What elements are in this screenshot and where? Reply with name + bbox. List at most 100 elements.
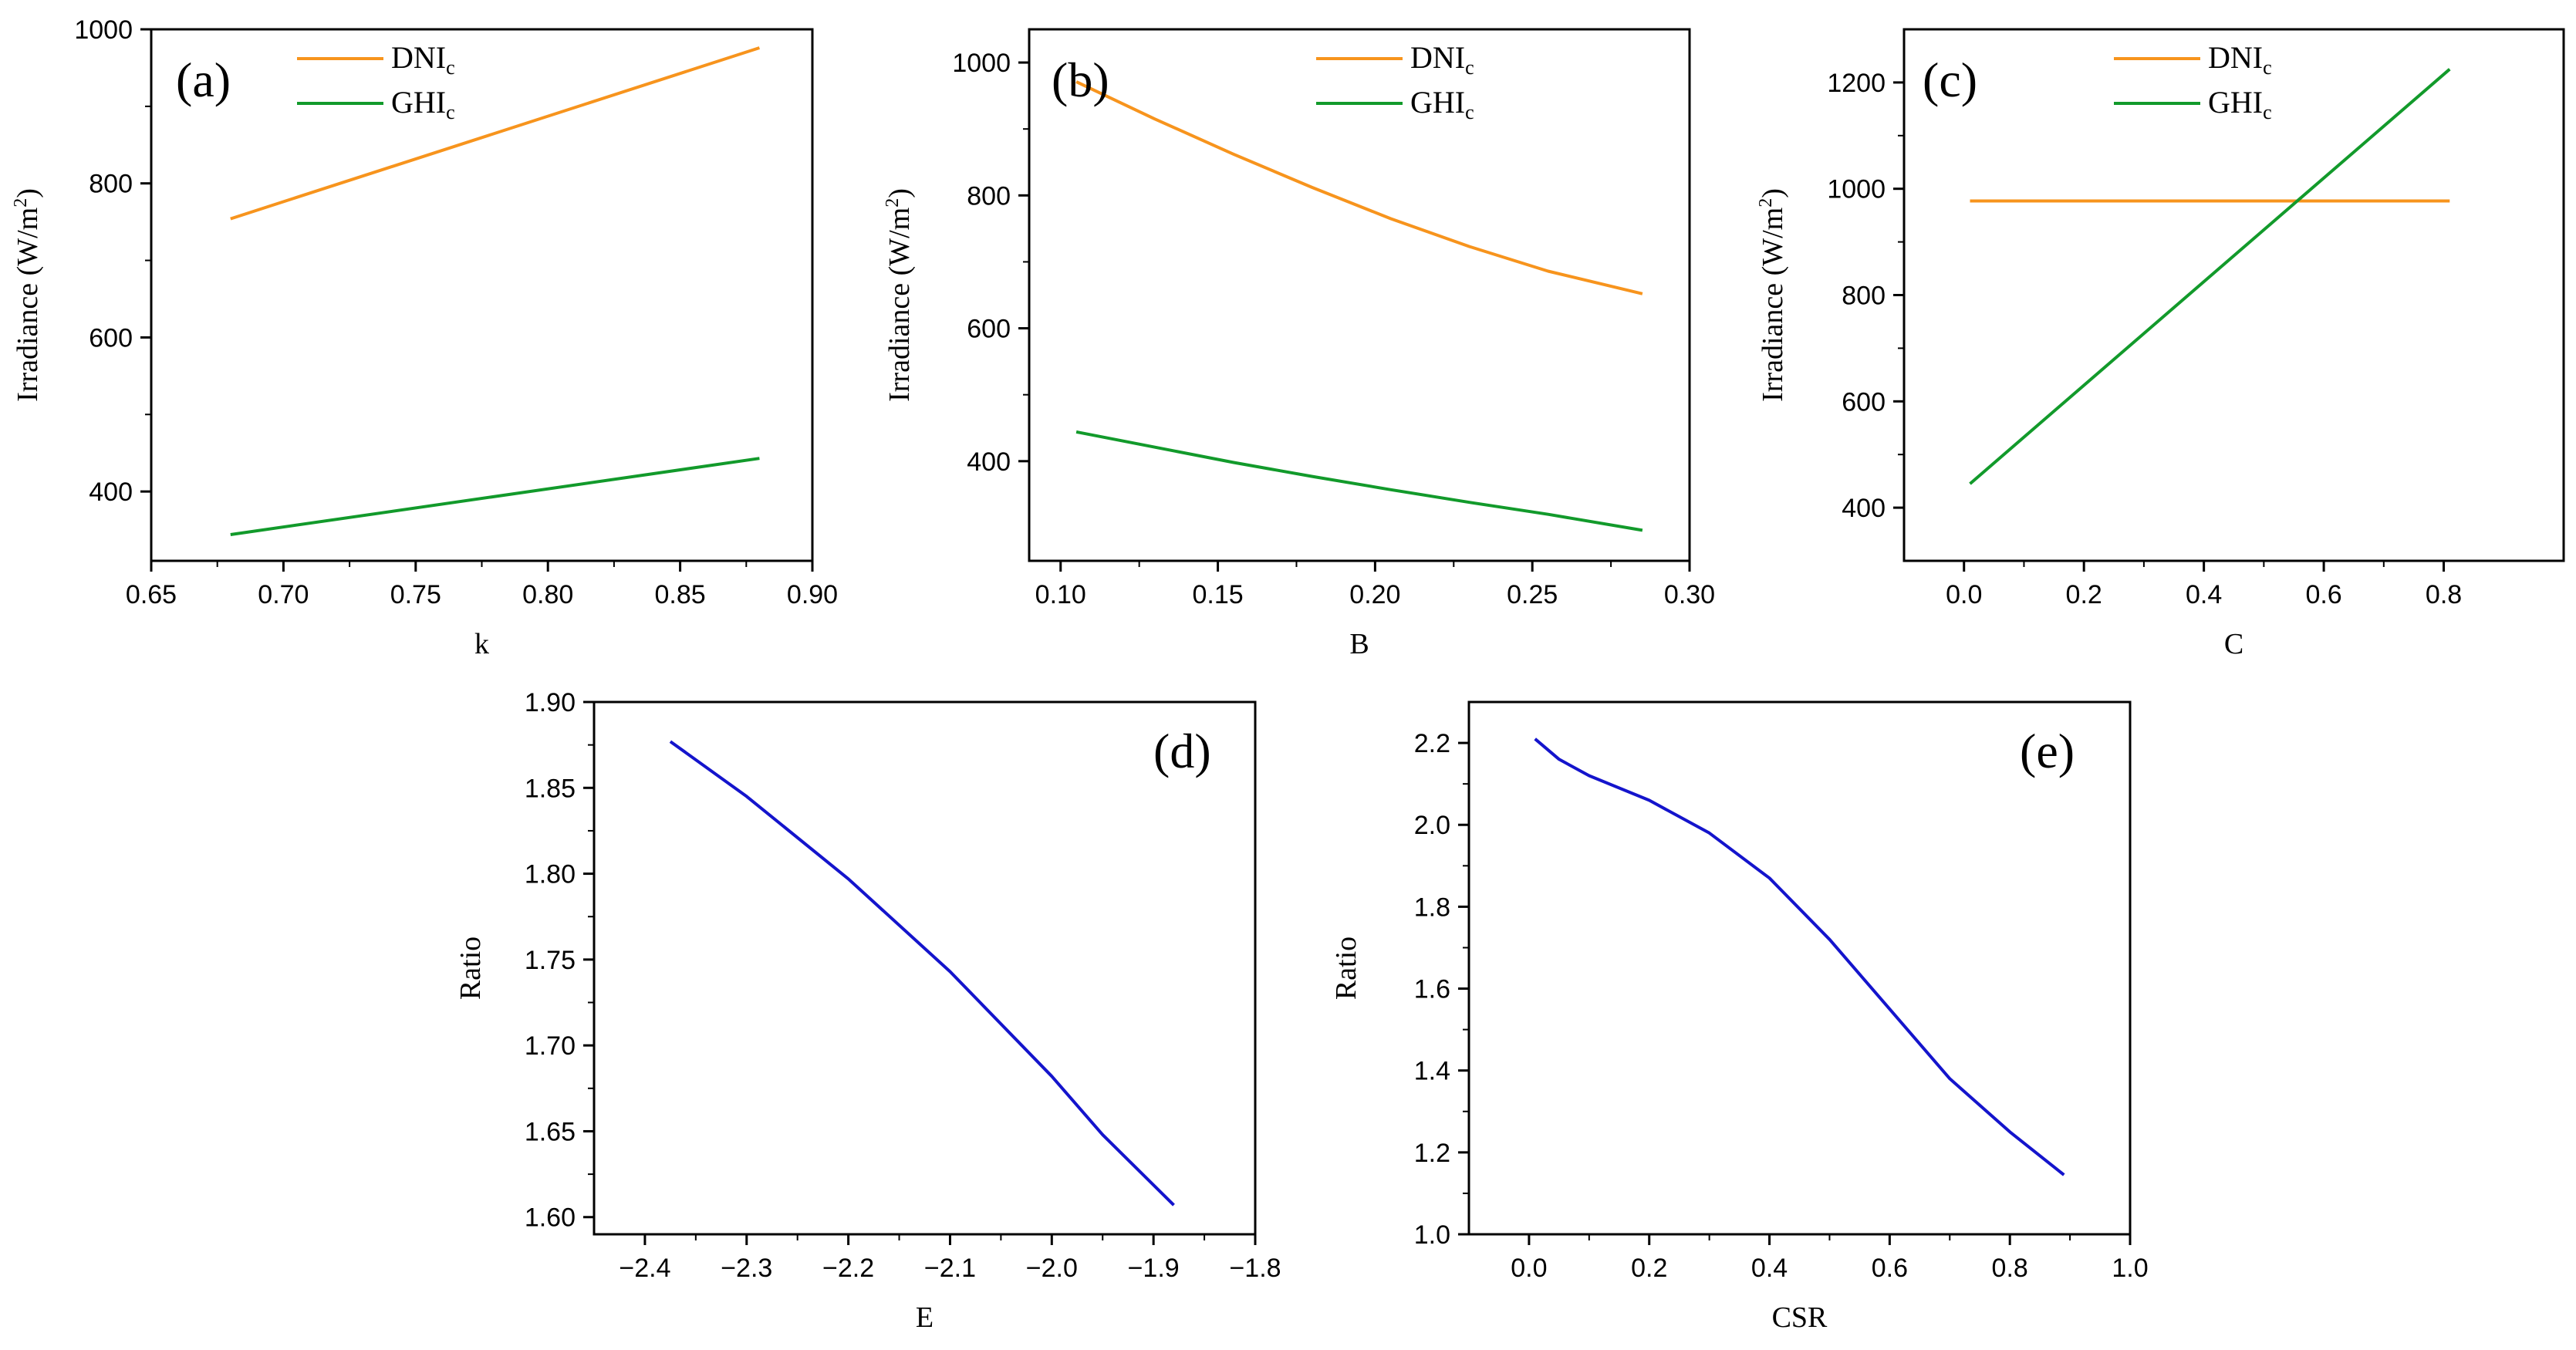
y-axis-label-text: Irradiance (W/m <box>1757 208 1789 402</box>
x-tick-label: 1.0 <box>2112 1254 2148 1283</box>
y-tick-label: 1.75 <box>525 946 576 975</box>
panel-label: (e) <box>2020 724 2075 778</box>
series-line-ratio <box>1534 737 2065 1176</box>
y-tick-label: 2.2 <box>1414 729 1450 758</box>
y-axis-label-sup: 2 <box>1756 198 1776 208</box>
y-tick-label: 800 <box>1842 282 1886 311</box>
y-tick-label: 1000 <box>1827 175 1886 204</box>
y-tick-label: 400 <box>967 447 1011 477</box>
y-tick-label: 2.0 <box>1414 811 1450 840</box>
x-axis-label: CSR <box>1772 1301 1828 1334</box>
x-tick-label: 0.4 <box>2186 580 2222 609</box>
y-axis-label-text: Irradiance (W/m <box>883 208 916 402</box>
x-tick-label: −2.4 <box>619 1254 670 1283</box>
x-tick-label: 0.4 <box>1751 1254 1788 1283</box>
y-tick-label: 1.70 <box>525 1031 576 1061</box>
y-tick-label: 800 <box>967 181 1011 211</box>
y-tick-label: 1.6 <box>1414 975 1450 1004</box>
panel-label: (d) <box>1153 724 1211 778</box>
x-axis-label: E <box>916 1301 934 1334</box>
x-tick-label: 0.0 <box>1511 1254 1547 1283</box>
legend-label-ghi: GHIc <box>391 85 455 123</box>
y-axis-label-end: ) <box>1757 188 1789 198</box>
y-axis-label: Irradiance (W/m2) <box>1756 188 1789 402</box>
x-tick-label: −1.9 <box>1128 1254 1180 1283</box>
y-axis-label: Ratio <box>454 937 487 1000</box>
legend: DNIc GHIc <box>1316 40 1474 123</box>
series-line-ghi <box>1075 430 1643 532</box>
x-tick-label: 0.15 <box>1192 580 1243 609</box>
y-axis-label-sup: 2 <box>883 198 903 208</box>
x-tick-label: −2.0 <box>1026 1254 1078 1283</box>
x-tick-label: 0.70 <box>258 580 309 609</box>
series-line-dni <box>230 46 761 221</box>
chart-panel-d: −2.4 −2.3 −2.2 −2.1 −2.0 −1.9 −1.8 1.60 1.65 1.70… <box>454 688 1281 1334</box>
x-tick-label: 0.20 <box>1349 580 1400 609</box>
chart-panel-c: 0.0 0.2 0.4 0.6 0.8 400 600 800 1000 1200 C Irradia… <box>1756 28 2565 660</box>
y-tick-label: 1.80 <box>525 860 576 889</box>
y-axis-label: Irradiance (W/m2) <box>11 188 44 402</box>
x-tick-label: 0.6 <box>1872 1254 1908 1283</box>
chart-panel-a: 0.65 0.70 0.75 0.80 0.85 0.90 400 600 800 1000 k Ir… <box>11 15 838 660</box>
y-axis-label-text: Ratio <box>454 937 487 1000</box>
x-tick-label: −1.8 <box>1229 1254 1281 1283</box>
legend-label-text: GHI <box>391 85 446 120</box>
y-axis-label-sup: 2 <box>11 198 31 208</box>
plot-frame <box>150 28 814 562</box>
series-line-dni <box>1075 80 1643 295</box>
y-tick-label: 1.90 <box>525 688 576 717</box>
x-tick-label: 0.80 <box>522 580 573 609</box>
panel-label: (c) <box>1923 52 1977 107</box>
y-tick-label: 600 <box>1842 387 1886 417</box>
legend-label-text: DNI <box>391 40 446 75</box>
y-tick-label: 800 <box>89 170 133 199</box>
x-tick-label: 0.30 <box>1664 580 1715 609</box>
legend-label-text: GHI <box>1410 85 1465 120</box>
x-tick-label: 0.8 <box>1992 1254 2028 1283</box>
x-tick-label: 0.10 <box>1035 580 1086 609</box>
x-axis-label: k <box>474 628 489 660</box>
y-axis-label-end: ) <box>883 188 916 198</box>
x-tick-label: −2.1 <box>924 1254 976 1283</box>
legend-label-sub: c <box>2263 56 2272 79</box>
y-axis-label-end: ) <box>12 188 44 198</box>
legend-label-sub: c <box>2263 101 2272 123</box>
x-tick-label: 0.2 <box>2066 580 2102 609</box>
y-tick-label: 600 <box>967 315 1011 344</box>
series-line-ghi <box>1969 68 2451 485</box>
legend-label-text: DNI <box>1410 40 1465 75</box>
panel-label: (b) <box>1052 52 1109 107</box>
y-tick-label: 1.0 <box>1414 1220 1450 1250</box>
x-tick-label: 0.6 <box>2305 580 2341 609</box>
plot-frame <box>593 700 1257 1236</box>
legend-label-dni: DNIc <box>1410 40 1474 79</box>
x-tick-label: −2.2 <box>822 1254 874 1283</box>
x-tick-label: 0.90 <box>787 580 838 609</box>
y-tick-label: 1000 <box>952 49 1011 78</box>
y-tick-label: 1200 <box>1827 69 1886 98</box>
y-tick-label: 600 <box>89 323 133 353</box>
y-tick-label: 1.65 <box>525 1117 576 1146</box>
x-tick-label: −2.3 <box>721 1254 772 1283</box>
legend-label-sub: c <box>446 56 455 79</box>
x-tick-label: 0.2 <box>1631 1254 1667 1283</box>
y-tick-label: 1.2 <box>1414 1139 1450 1168</box>
x-tick-label: 0.85 <box>655 580 706 609</box>
plot-frame <box>1028 28 1691 562</box>
chart-panel-b: 0.10 0.15 0.20 0.25 0.30 400 600 800 1000 B Irradi… <box>883 28 1715 660</box>
y-tick-label: 1.85 <box>525 774 576 803</box>
legend-label-dni: DNIc <box>391 40 455 79</box>
x-tick-label: 0.75 <box>390 580 441 609</box>
series-line-ghi <box>230 457 760 536</box>
y-axis-label-text: Irradiance (W/m <box>12 208 44 402</box>
x-tick-label: 0.8 <box>2426 580 2462 609</box>
y-axis-label: Irradiance (W/m2) <box>883 188 916 402</box>
legend-label-ghi: GHIc <box>1410 85 1474 123</box>
y-tick-label: 1000 <box>74 15 133 45</box>
y-tick-label: 400 <box>89 478 133 507</box>
series-line-ratio <box>669 740 1175 1207</box>
chart-panel-e: 0.0 0.2 0.4 0.6 0.8 1.0 1.0 1.2 1.4 1.6 1.8 2.0 2.2 C… <box>1330 700 2149 1334</box>
y-tick-label: 1.8 <box>1414 893 1450 922</box>
legend-label-sub: c <box>446 101 455 123</box>
